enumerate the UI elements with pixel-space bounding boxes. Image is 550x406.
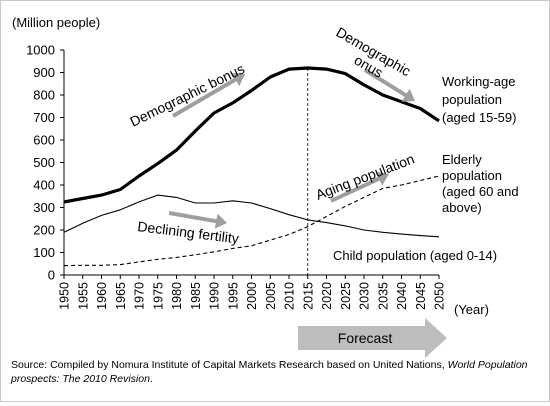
working-age-label-line-0: Working-age xyxy=(442,74,515,89)
x-tick-label: 2005 xyxy=(264,282,278,310)
child-line xyxy=(63,194,440,238)
x-tick-label: 1965 xyxy=(114,282,128,310)
x-axis-label: (Year) xyxy=(454,302,489,317)
x-tick-label: 2030 xyxy=(358,282,372,310)
x-tick-label: 1995 xyxy=(226,282,240,310)
x-tick-label: 1985 xyxy=(189,282,203,310)
x-tick-label: 2040 xyxy=(395,282,409,310)
x-tick-label: 1950 xyxy=(58,282,72,310)
series-layer xyxy=(63,66,440,267)
x-tick-label: 1980 xyxy=(170,282,184,310)
y-tick-label: 800 xyxy=(33,88,55,103)
x-tick-label: 2035 xyxy=(376,282,390,310)
x-tick-label: 2045 xyxy=(414,282,428,310)
x-tick-label: 2020 xyxy=(320,282,334,310)
x-tick-label: 2000 xyxy=(245,282,259,310)
forecast-label: Forecast xyxy=(338,330,393,346)
source-note: Source: Compiled by Nomura Institute of … xyxy=(11,358,541,386)
source-suffix: . xyxy=(149,373,153,385)
y-tick-label: 500 xyxy=(33,155,55,170)
working-age-label-line-2: (aged 15-59) xyxy=(442,110,516,125)
y-tick-label: 0 xyxy=(48,268,55,283)
y-tick-label: 700 xyxy=(33,110,55,125)
y-tick-label: 300 xyxy=(33,200,55,215)
demographic-bonus-label: Demographic bonus xyxy=(127,60,247,129)
y-tick-label: 1000 xyxy=(26,43,55,58)
working-age-label-line-1: population xyxy=(442,92,502,107)
fertility-arrow xyxy=(168,211,227,229)
x-tick-label: 2015 xyxy=(301,282,315,310)
y-tick-label: 600 xyxy=(33,133,55,148)
elderly-label-line-2: (aged 60 and xyxy=(442,184,519,199)
elderly-label-line-3: above) xyxy=(442,200,482,215)
x-tick-label: 1970 xyxy=(133,282,147,310)
elderly-label-line-1: population xyxy=(442,168,502,183)
y-tick-label: 400 xyxy=(33,178,55,193)
x-tick-label: 2050 xyxy=(433,282,447,310)
elderly-label-line-0: Elderly xyxy=(442,152,482,167)
bonus-arrow xyxy=(172,73,245,118)
y-tick-label: 100 xyxy=(33,245,55,260)
x-tick-label: 2010 xyxy=(283,282,297,310)
forecast-arrow xyxy=(298,318,447,358)
source-title: World Population prospects: The 2010 Rev… xyxy=(11,359,528,385)
x-tick-label: 1990 xyxy=(208,282,222,310)
child-label-line-0: Child population (aged 0-14) xyxy=(333,248,497,263)
y-tick-label: 200 xyxy=(33,223,55,238)
aging-population-label: Aging population xyxy=(313,150,416,202)
x-tick-label: 1955 xyxy=(76,282,90,310)
source-prefix: Source: Compiled by Nomura Institute of … xyxy=(11,359,445,371)
x-tick-label: 2025 xyxy=(339,282,353,310)
y-axis-label: (Million people) xyxy=(12,15,100,30)
x-tick-label: 1975 xyxy=(151,282,165,310)
y-tick-label: 900 xyxy=(33,65,55,80)
x-tick-label: 1960 xyxy=(95,282,109,310)
aging-arrow xyxy=(330,171,389,203)
elderly-line xyxy=(63,175,440,267)
axes-layer: 0 100 200 300 400 500 600 700 800 900 1000 (Million… xyxy=(12,15,489,317)
onus-arrow xyxy=(363,68,415,102)
working-age-line xyxy=(63,66,440,204)
